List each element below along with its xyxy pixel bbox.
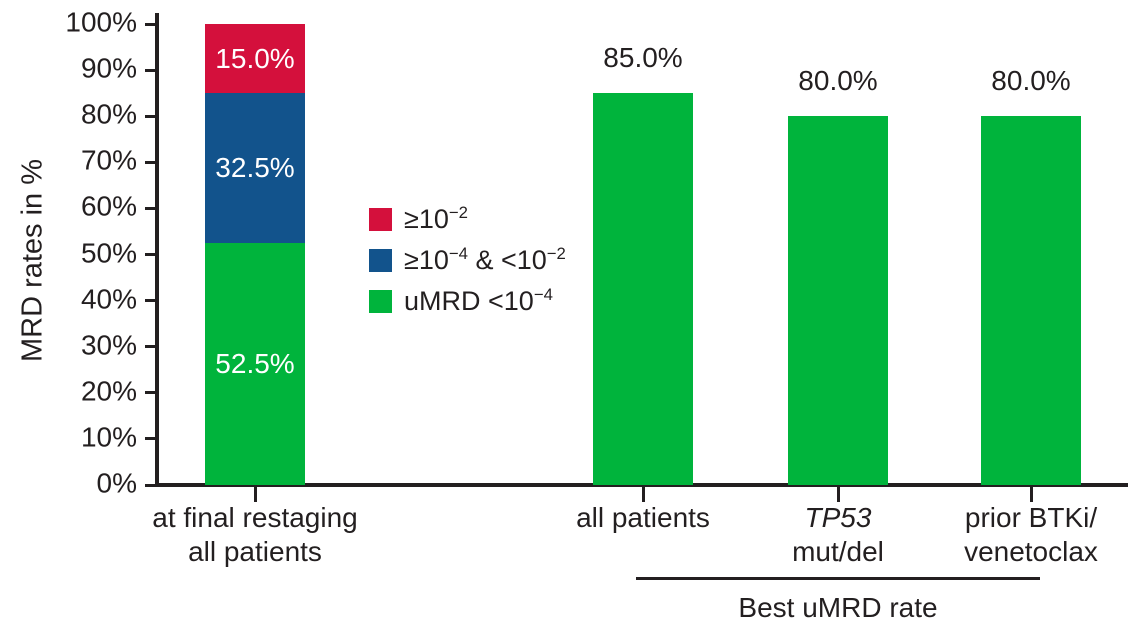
x-tick-mark bbox=[641, 487, 645, 502]
category-label-best-umrd-tp53-mut-del: TP53 mut/del bbox=[688, 501, 988, 569]
y-tick-mark bbox=[145, 299, 157, 303]
y-tick-mark bbox=[145, 345, 157, 349]
category-label-line: all patients bbox=[576, 502, 710, 533]
y-tick-mark bbox=[145, 68, 157, 72]
y-tick-mark bbox=[145, 253, 157, 256]
bar-segment-at-final-restaging-all-patients-blue: 32.5% bbox=[205, 93, 305, 243]
legend-label: ≥10−4 & <10−2 bbox=[404, 244, 566, 275]
bar-segment-at-final-restaging-all-patients-red: 15.0% bbox=[205, 24, 305, 94]
y-tick-label: 50% bbox=[80, 237, 137, 269]
y-tick-label: 10% bbox=[80, 421, 137, 453]
x-tick-mark bbox=[1029, 487, 1033, 502]
bar-top-value-label: 85.0% bbox=[603, 42, 683, 74]
category-label-line: venetoclax bbox=[964, 536, 1098, 567]
legend-label: uMRD <10−4 bbox=[404, 285, 553, 316]
y-tick-mark bbox=[145, 22, 157, 26]
bar-segment-value-label: 52.5% bbox=[215, 347, 295, 379]
y-tick-mark bbox=[145, 160, 157, 164]
y-tick-label: 20% bbox=[80, 375, 137, 407]
y-tick-label: 60% bbox=[80, 191, 137, 223]
y-tick-label: 100% bbox=[65, 6, 137, 38]
y-tick-label: 70% bbox=[80, 145, 137, 177]
best-umrd-bracket-label: Best uMRD rate bbox=[738, 592, 938, 623]
category-label-line: mut/del bbox=[792, 536, 884, 567]
legend-swatch-icon bbox=[369, 290, 392, 313]
category-label-line: TP53 bbox=[804, 502, 872, 533]
category-label-best-umrd-all-patients: all patients bbox=[493, 501, 793, 535]
y-tick-label: 30% bbox=[80, 329, 137, 361]
x-tick-mark bbox=[253, 487, 257, 502]
legend-swatch-icon bbox=[369, 208, 392, 231]
y-tick-mark bbox=[145, 391, 157, 395]
x-tick-mark bbox=[836, 487, 840, 502]
category-label-line: at final restaging bbox=[152, 502, 358, 533]
y-tick-label: 90% bbox=[80, 52, 137, 84]
bar-segment-at-final-restaging-all-patients-green: 52.5% bbox=[205, 242, 305, 485]
y-axis-line bbox=[155, 13, 159, 487]
legend-item-green: uMRD <10−4 bbox=[369, 286, 553, 317]
y-tick-label: 40% bbox=[80, 283, 137, 315]
legend-item-red: ≥10−2 bbox=[369, 204, 468, 235]
bar-segment-value-label: 32.5% bbox=[215, 152, 295, 184]
legend-label: ≥10−2 bbox=[404, 203, 468, 234]
category-label-at-final-restaging-all-patients: at final restaging all patients bbox=[105, 501, 405, 569]
bar-top-value-label: 80.0% bbox=[798, 65, 878, 97]
y-tick-mark bbox=[145, 437, 157, 441]
y-tick-mark bbox=[145, 206, 157, 210]
legend-item-blue: ≥10−4 & <10−2 bbox=[369, 245, 566, 276]
y-tick-label: 80% bbox=[80, 98, 137, 130]
bar-segment-best-umrd-all-patients-green bbox=[593, 93, 693, 485]
bar-top-value-label: 80.0% bbox=[991, 65, 1071, 97]
y-tick-mark bbox=[145, 114, 157, 118]
legend-swatch-icon bbox=[369, 249, 392, 272]
category-label-line: prior BTKi/ bbox=[964, 502, 1098, 533]
y-tick-mark bbox=[145, 483, 157, 487]
y-tick-label: 0% bbox=[96, 467, 137, 499]
bar-segment-best-umrd-tp53-mut-del-green bbox=[788, 116, 888, 485]
x-axis-line bbox=[155, 483, 1128, 487]
bar-segment-best-umrd-prior-btki-venetoclax-green bbox=[981, 116, 1081, 485]
category-label-line: all patients bbox=[188, 536, 322, 567]
best-umrd-bracket-line bbox=[636, 577, 1040, 580]
category-label-best-umrd-prior-btki-venetoclax: prior BTKi/venetoclax bbox=[881, 501, 1142, 569]
bar-segment-value-label: 15.0% bbox=[215, 42, 295, 74]
